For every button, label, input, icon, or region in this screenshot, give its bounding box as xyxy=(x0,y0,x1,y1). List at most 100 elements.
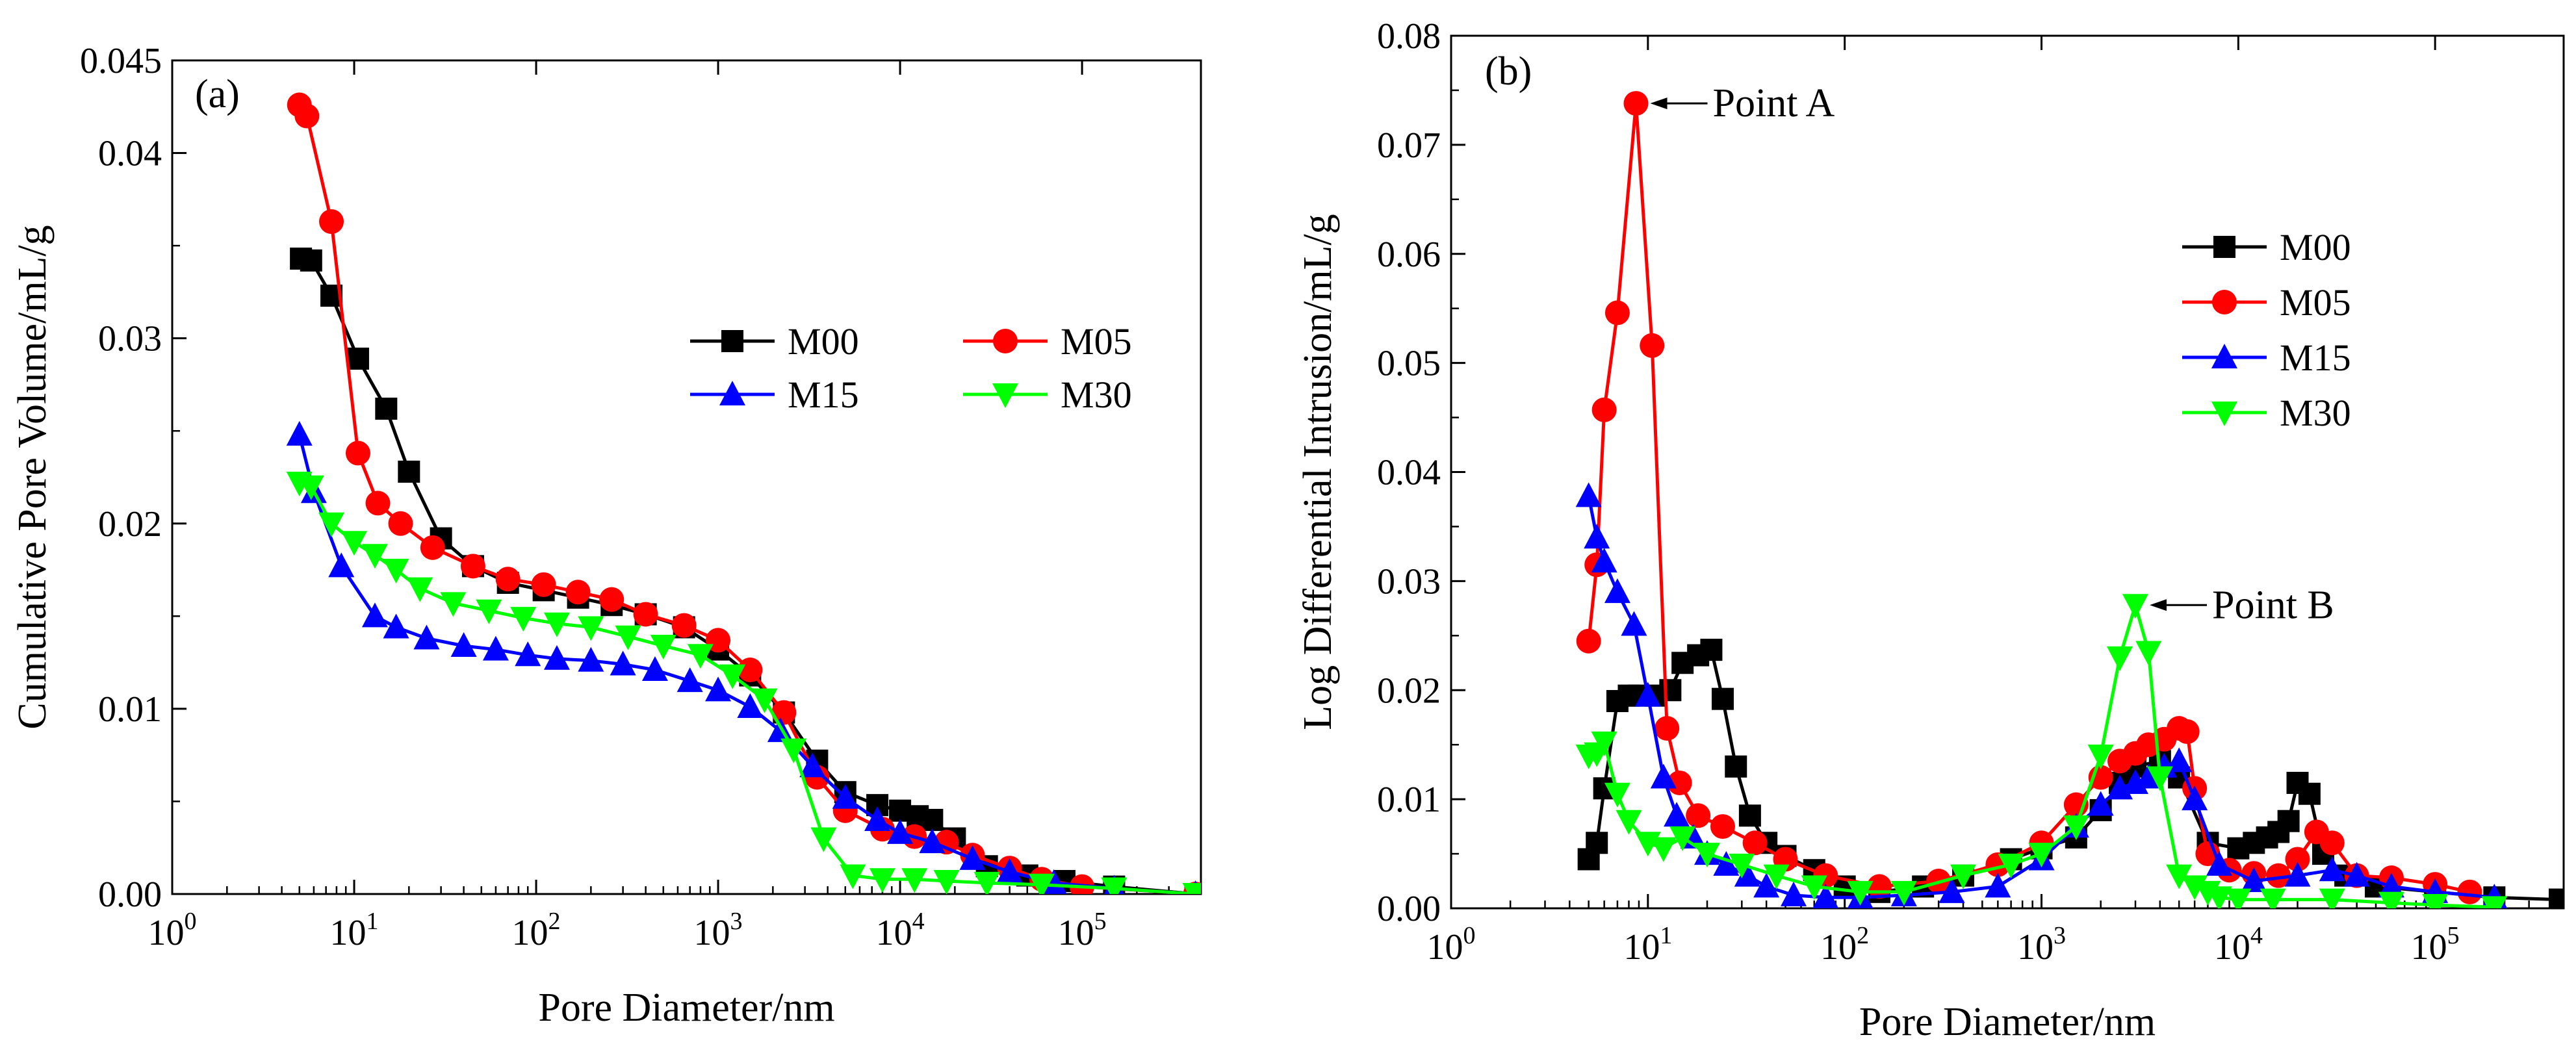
data-point xyxy=(2063,815,2089,841)
data-point xyxy=(671,613,697,638)
data-point xyxy=(482,635,509,661)
data-point xyxy=(2260,888,2286,908)
data-point xyxy=(2378,891,2404,908)
data-point xyxy=(318,512,345,537)
y-axis: 0.00 0.01 0.02 0.03 0.04 0.045 xyxy=(80,41,187,915)
data-point xyxy=(2135,641,2162,666)
data-point xyxy=(346,348,369,370)
y-tick-label: 0.01 xyxy=(1377,780,1441,820)
data-point xyxy=(869,868,895,893)
legend-label: M05 xyxy=(2280,281,2351,324)
data-point xyxy=(1101,877,1127,894)
legend-label: M15 xyxy=(788,374,859,416)
data-point xyxy=(298,475,324,500)
data-point xyxy=(2087,791,2114,816)
data-point xyxy=(1710,814,1735,839)
y-tick-label: 0.04 xyxy=(98,134,162,174)
data-point xyxy=(1998,853,2024,878)
legend: M00 M05 M15 M30 xyxy=(690,320,1132,416)
data-point xyxy=(383,613,409,639)
legend-label: M15 xyxy=(2280,337,2351,379)
data-point xyxy=(1847,880,1874,906)
y-axis-label: Log Differential Intrusion/mL/g xyxy=(1296,214,1340,730)
data-point xyxy=(341,531,368,556)
data-point xyxy=(510,607,537,632)
data-point xyxy=(1781,881,1807,906)
legend-item-M30: M30 xyxy=(2182,392,2351,434)
annotation-label: Point A xyxy=(1713,81,1835,125)
data-point xyxy=(531,572,556,597)
data-point xyxy=(2107,646,2133,671)
data-point xyxy=(1664,802,1690,827)
data-point xyxy=(921,808,944,831)
data-point xyxy=(2174,719,2200,745)
x-tick-label: 104 xyxy=(2214,922,2263,967)
legend: M00 M05 M15 M30 xyxy=(2182,226,2351,434)
data-point xyxy=(641,656,668,682)
data-point xyxy=(1700,639,1723,661)
legend-item-M05: M05 xyxy=(2182,281,2351,324)
x-axis-label: Pore Diameter/nm xyxy=(1859,1000,2156,1044)
legend-item-M00: M00 xyxy=(2182,226,2351,268)
data-point xyxy=(375,398,398,420)
annotation: Point B xyxy=(2149,583,2334,627)
data-point xyxy=(1711,687,1734,710)
data-point xyxy=(633,602,658,627)
data-point xyxy=(460,554,485,579)
data-point xyxy=(933,870,960,894)
legend-item-M00: M00 xyxy=(690,320,859,363)
y-tick-label: 0.07 xyxy=(1377,125,1441,166)
legend-item-M05: M05 xyxy=(963,320,1132,363)
data-point xyxy=(1640,333,1665,358)
legend-label: M05 xyxy=(1061,320,1132,363)
data-point xyxy=(1738,804,1761,827)
series-line xyxy=(1587,495,2495,899)
data-point xyxy=(2241,867,2267,893)
y-tick-label: 0.08 xyxy=(1377,16,1441,57)
data-point xyxy=(687,644,714,669)
data-point xyxy=(300,249,322,272)
data-point xyxy=(1686,803,1711,828)
x-tick-label: 102 xyxy=(512,908,561,953)
data-point xyxy=(440,592,467,617)
x-tick-label: 101 xyxy=(330,908,379,953)
data-point xyxy=(543,645,570,670)
data-point xyxy=(1623,91,1649,116)
y-tick-label: 0.00 xyxy=(1377,889,1441,929)
data-point xyxy=(1713,850,1740,876)
data-point xyxy=(751,688,778,713)
series-M30 xyxy=(1575,594,2508,908)
data-point xyxy=(413,624,440,650)
y-axis-label: Cumulative Pore Volume/mL/g xyxy=(10,225,55,729)
y-tick-label: 0.02 xyxy=(98,504,162,544)
legend-marker xyxy=(2213,236,2235,258)
x-tick-label: 103 xyxy=(2017,922,2066,967)
data-point xyxy=(887,819,914,844)
series-M05 xyxy=(1576,91,2482,904)
legend-marker xyxy=(992,383,1018,408)
data-point xyxy=(578,646,604,672)
legend-marker xyxy=(993,329,1018,353)
data-point xyxy=(2284,862,2311,887)
data-point xyxy=(650,634,676,659)
data-point xyxy=(737,693,764,719)
data-point xyxy=(2319,830,2345,856)
data-point xyxy=(1742,830,1768,856)
data-point xyxy=(2277,810,2300,832)
legend-marker xyxy=(2211,402,2237,426)
data-point xyxy=(1694,843,1720,868)
data-point xyxy=(1655,716,1680,741)
data-point xyxy=(771,700,797,725)
data-point xyxy=(676,667,703,693)
panel-label: (a) xyxy=(195,72,240,116)
legend-label: M30 xyxy=(1061,374,1132,416)
data-point xyxy=(1182,883,1201,894)
x-axis-label: Pore Diameter/nm xyxy=(538,986,834,1030)
y-tick-label: 0.01 xyxy=(98,689,162,730)
plot-frame xyxy=(171,59,1202,895)
x-tick-label: 105 xyxy=(1058,908,1107,953)
data-point xyxy=(738,658,763,683)
data-point xyxy=(1591,548,1617,573)
